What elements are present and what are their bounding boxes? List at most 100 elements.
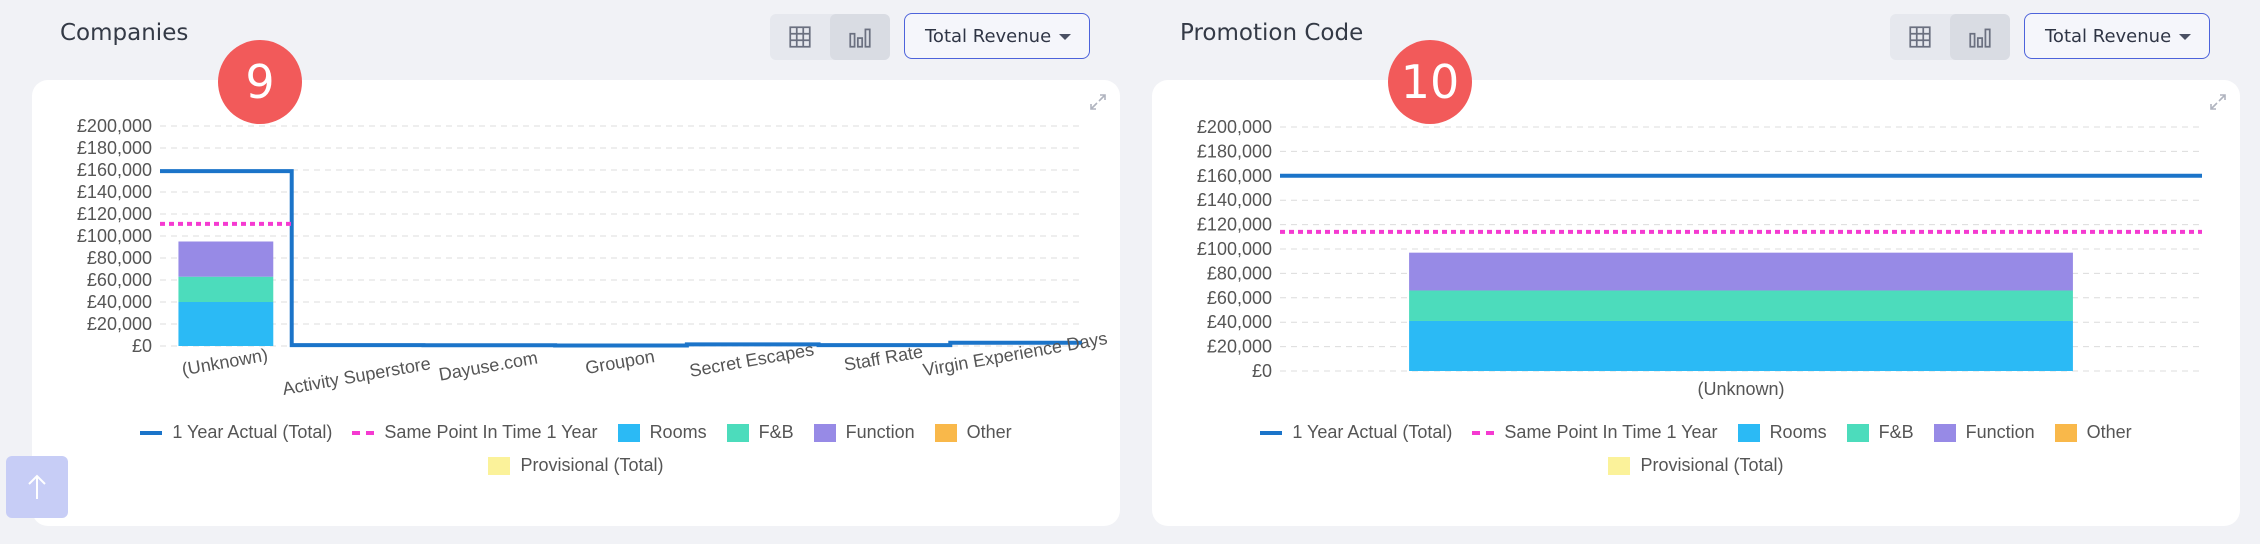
y-tick-label: £60,000 xyxy=(1207,288,1272,308)
legend-swatch-rooms xyxy=(617,423,640,442)
panel-title: Promotion Code xyxy=(1180,20,1364,46)
bar-segment xyxy=(1409,290,2073,321)
y-tick-label: £100,000 xyxy=(77,226,152,246)
legend-swatch-provisional xyxy=(488,456,511,475)
y-tick-label: £40,000 xyxy=(1207,312,1272,332)
legend-item-actual[interactable]: 1 Year Actual (Total) xyxy=(1260,422,1452,443)
bar-segment xyxy=(1409,252,2073,291)
bar-segment xyxy=(178,241,274,277)
legend-label: Same Point In Time 1 Year xyxy=(384,422,598,442)
y-tick-label: £140,000 xyxy=(1197,190,1272,210)
metric-dropdown[interactable]: Total Revenue xyxy=(904,13,1090,59)
legend-item-other[interactable]: Other xyxy=(934,422,1012,443)
metric-dropdown-label: Total Revenue xyxy=(2045,25,2172,47)
y-tick-label: £0 xyxy=(132,336,152,356)
view-toggle xyxy=(1890,14,2010,60)
promotion-code-panel: Promotion Code Total Revenue £0 £20,000 £4… xyxy=(1150,0,2240,544)
y-tick-label: £200,000 xyxy=(1197,117,1272,137)
legend-label: Other xyxy=(966,422,1012,442)
chart-legend: 1 Year Actual (Total) Same Point In Time… xyxy=(1152,422,2240,443)
table-view-button[interactable] xyxy=(1890,14,1950,60)
legend-label: 1 Year Actual (Total) xyxy=(1292,422,1453,442)
legend-label: Provisional (Total) xyxy=(1640,455,1784,475)
legend-item-other[interactable]: Other xyxy=(2054,422,2132,443)
y-tick-label: £20,000 xyxy=(1207,337,1272,357)
y-tick-label: £120,000 xyxy=(1197,215,1272,235)
chart-legend: 1 Year Actual (Total) Same Point In Time… xyxy=(32,422,1120,443)
table-view-button[interactable] xyxy=(770,14,830,60)
y-tick-label: £200,000 xyxy=(77,116,152,136)
bar-chart-icon xyxy=(849,28,871,48)
metric-dropdown-label: Total Revenue xyxy=(925,25,1052,47)
y-tick-label: £120,000 xyxy=(77,204,152,224)
legend-item-rooms[interactable]: Rooms xyxy=(1737,422,1827,443)
expand-icon[interactable] xyxy=(1088,92,1108,112)
legend-swatch-other xyxy=(2054,423,2077,442)
legend-item-same-point[interactable]: Same Point In Time 1 Year xyxy=(1472,422,1718,443)
chart-legend-row2: Provisional (Total) xyxy=(32,455,1120,476)
legend-label: F&B xyxy=(1878,422,1914,442)
bar-segment xyxy=(1409,320,2073,371)
legend-swatch-actual xyxy=(140,430,163,435)
chart-view-button[interactable] xyxy=(1950,14,2010,60)
y-tick-label: £180,000 xyxy=(1197,141,1272,161)
bar-segment xyxy=(178,276,274,302)
legend-swatch-function xyxy=(1933,423,1956,442)
legend-item-fnb[interactable]: F&B xyxy=(1846,422,1914,443)
expand-icon[interactable] xyxy=(2208,92,2228,112)
y-tick-label: £100,000 xyxy=(1197,239,1272,259)
y-tick-label: £140,000 xyxy=(77,182,152,202)
legend-item-function[interactable]: Function xyxy=(1933,422,2035,443)
legend-swatch-rooms xyxy=(1737,423,1760,442)
legend-swatch-fnb xyxy=(726,423,749,442)
step-badge: 9 xyxy=(218,40,302,124)
chevron-down-icon xyxy=(1059,34,1071,40)
y-tick-label: £0 xyxy=(1252,361,1272,381)
legend-item-provisional[interactable]: Provisional (Total) xyxy=(1608,455,1784,476)
chart-view-button[interactable] xyxy=(830,14,890,60)
legend-label: Same Point In Time 1 Year xyxy=(1504,422,1718,442)
legend-item-function[interactable]: Function xyxy=(813,422,915,443)
y-tick-label: £20,000 xyxy=(87,314,152,334)
legend-item-actual[interactable]: 1 Year Actual (Total) xyxy=(140,422,332,443)
panel-title: Companies xyxy=(60,20,189,46)
legend-label: Rooms xyxy=(1769,422,1827,442)
line-series-actual xyxy=(160,169,1082,348)
table-grid-icon xyxy=(1909,26,1931,48)
chevron-down-icon xyxy=(2179,34,2191,40)
legend-label: Other xyxy=(2086,422,2132,442)
chart-card: £0 £20,000 £40,000 £60,000 £80,000 £100,000 £1… xyxy=(1152,80,2240,526)
chart-card: £0 £20,000 £40,000 £60,000 £80,000 £100,000 £1… xyxy=(32,80,1120,526)
legend-label: F&B xyxy=(758,422,794,442)
legend-swatch-fnb xyxy=(1846,423,1869,442)
legend-label: Provisional (Total) xyxy=(520,455,664,475)
y-tick-label: £160,000 xyxy=(1197,166,1272,186)
view-toggle xyxy=(770,14,890,60)
legend-label: Rooms xyxy=(649,422,707,442)
legend-label: Function xyxy=(845,422,915,442)
x-tick-label: Groupon xyxy=(584,346,656,378)
legend-swatch-function xyxy=(813,423,836,442)
bar-segment xyxy=(178,302,274,346)
y-tick-label: £80,000 xyxy=(1207,263,1272,283)
legend-item-fnb[interactable]: F&B xyxy=(726,422,794,443)
legend-item-provisional[interactable]: Provisional (Total) xyxy=(488,455,664,476)
legend-item-rooms[interactable]: Rooms xyxy=(617,422,707,443)
bar-chart-icon xyxy=(1969,28,1991,48)
legend-swatch-same-point xyxy=(1472,430,1495,435)
legend-swatch-actual xyxy=(1260,430,1283,435)
scroll-to-top-button[interactable] xyxy=(6,456,68,518)
promotion-code-chart: £0 £20,000 £40,000 £60,000 £80,000 £100,000 £1… xyxy=(1197,117,2202,399)
y-tick-label: £60,000 xyxy=(87,270,152,290)
metric-dropdown[interactable]: Total Revenue xyxy=(2024,13,2210,59)
legend-label: Function xyxy=(1965,422,2035,442)
legend-label: 1 Year Actual (Total) xyxy=(172,422,333,442)
legend-swatch-other xyxy=(934,423,957,442)
x-tick-label: Activity Superstore xyxy=(281,353,432,399)
x-tick-label: (Unknown) xyxy=(180,345,269,380)
legend-item-same-point[interactable]: Same Point In Time 1 Year xyxy=(352,422,598,443)
y-tick-label: £80,000 xyxy=(87,248,152,268)
companies-panel: Companies Total Revenue £0 £20,000 £40,000… xyxy=(30,0,1120,544)
y-tick-label: £180,000 xyxy=(77,138,152,158)
x-tick-label: Dayuse.com xyxy=(437,348,539,385)
